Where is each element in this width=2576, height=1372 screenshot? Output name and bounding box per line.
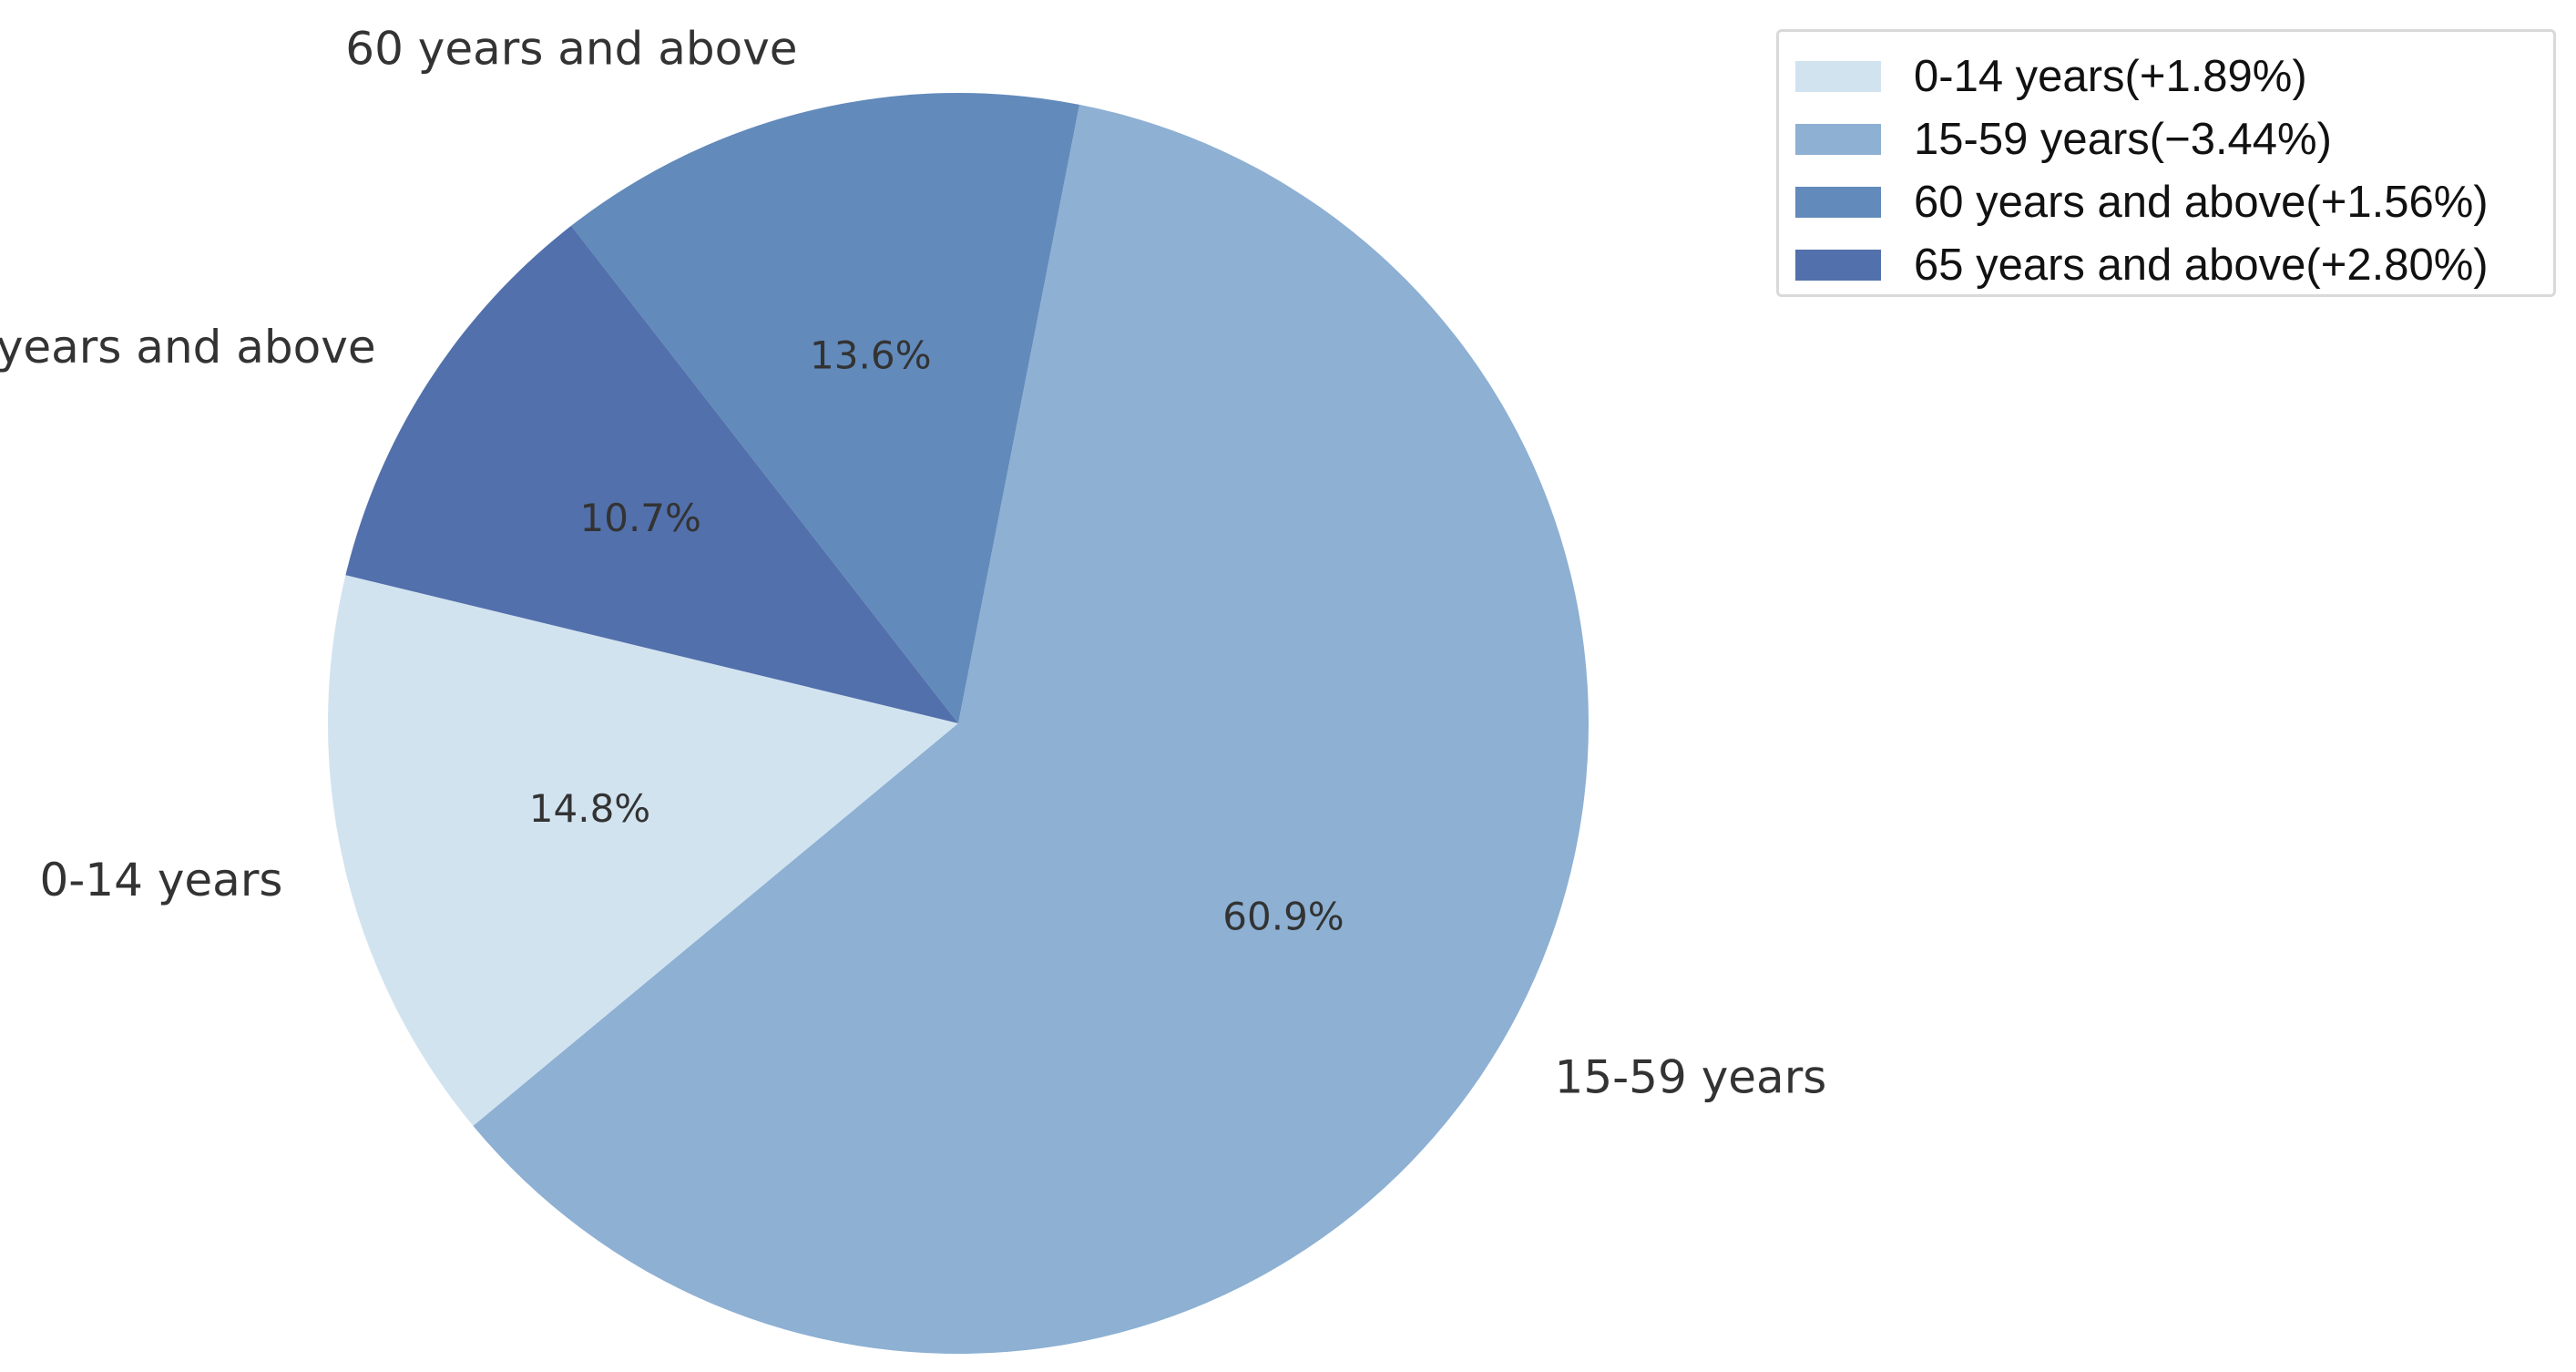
pct-label-60-years-and-above: 13.6%	[810, 333, 931, 378]
category-label-0-14-years: 0-14 years	[39, 854, 282, 906]
legend-item-15-59-years: 15-59 years(−3.44%)	[1795, 108, 2553, 170]
legend-label-0-14-years: 0-14 years(+1.89%)	[1914, 51, 2307, 101]
pie-slice-15-59-years	[473, 104, 1589, 1354]
legend-swatch-60-years-and-above	[1795, 186, 1881, 218]
legend-swatch-0-14-years	[1795, 60, 1881, 92]
legend-item-60-years-and-above: 60 years and above(+1.56%)	[1795, 170, 2553, 233]
pct-label-0-14-years: 14.8%	[529, 786, 650, 831]
legend-swatch-15-59-years	[1795, 123, 1881, 155]
category-label-15-59-years: 15-59 years	[1555, 1051, 1827, 1104]
pie-labels: 14.8% 0-14 years 60.9% 15-59 years 13.6% 60 y…	[0, 23, 1826, 1104]
category-label-60-years-and-above: 60 years and above	[345, 23, 797, 76]
pie-slice-0-14-years	[328, 575, 958, 1126]
legend-swatch-65-years-and-above	[1795, 249, 1881, 281]
legend-label-65-years-and-above: 65 years and above(+2.80%)	[1914, 240, 2489, 290]
legend-label-60-years-and-above: 60 years and above(+1.56%)	[1914, 177, 2489, 227]
pie-slice-60-years-and-above	[571, 93, 1079, 723]
pct-label-15-59-years: 60.9%	[1222, 894, 1344, 938]
chart-legend: 0-14 years(+1.89%) 15-59 years(−3.44%) 6…	[1776, 29, 2556, 297]
legend-item-65-years-and-above: 65 years and above(+2.80%)	[1795, 233, 2553, 296]
pie-slice-65-years-and-above	[345, 225, 959, 723]
pct-label-65-years-and-above: 10.7%	[580, 496, 701, 540]
pie-slices	[328, 93, 1589, 1354]
category-label-65-years-and-above: 65 years and above	[0, 321, 376, 374]
legend-item-0-14-years: 0-14 years(+1.89%)	[1795, 45, 2553, 108]
legend-label-15-59-years: 15-59 years(−3.44%)	[1914, 114, 2332, 164]
